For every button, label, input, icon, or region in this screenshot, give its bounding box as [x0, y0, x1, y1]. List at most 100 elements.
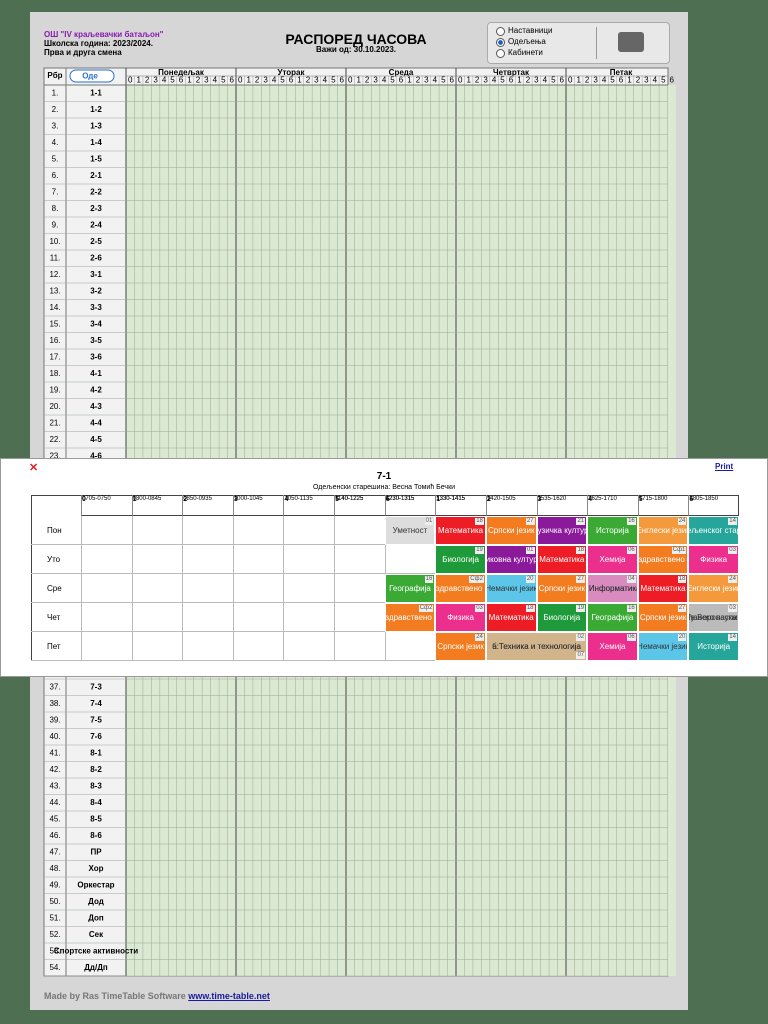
period-label: 1 — [517, 76, 522, 85]
lesson-cell: а:Техника и технологија б:Техника и техно… — [485, 632, 588, 661]
row-number: 10. — [49, 237, 60, 246]
room: 21 — [576, 518, 586, 525]
period-label: 6 — [230, 76, 235, 85]
period-header: 5 1140-1225 1140-1225 — [334, 495, 385, 516]
period-label: 2 — [585, 76, 590, 85]
row-number: 52. — [49, 930, 60, 939]
period-label: 4 — [433, 76, 438, 85]
period-label: 3 — [204, 76, 209, 85]
class-name: 8-3 — [90, 781, 102, 790]
room: 27 — [525, 518, 535, 525]
subject: а:Техника и технологија — [492, 642, 581, 651]
radio-label[interactable]: Одељења — [508, 37, 546, 46]
period-label: 0 — [348, 76, 353, 85]
subject: Хемија — [599, 555, 626, 564]
subject: Час одељенског старешине — [688, 526, 738, 535]
empty-cell — [131, 545, 183, 574]
period-label: 2 — [416, 76, 421, 85]
row-number: 53. — [49, 946, 60, 955]
empty-cell — [283, 545, 335, 574]
class-popup: ✕ Print 7-1 Одељенски старешина: Весна Т… — [0, 458, 768, 677]
class-name: 3-5 — [90, 336, 102, 345]
view-options: Наставници Одељења Кабинети — [487, 22, 670, 64]
row-number: 46. — [49, 831, 60, 840]
lesson-cell: Уметност 01 — [384, 516, 436, 545]
class-name: 2-6 — [90, 253, 102, 262]
period-label: 6 — [450, 76, 455, 85]
period-header: 6 1805-1850 — [688, 495, 739, 516]
subject: Физичко и здравствено васпитање — [385, 613, 435, 622]
lesson-cell: Хемија 06 — [587, 632, 638, 661]
period-time: 1230-1315 — [385, 496, 415, 502]
period-label: 3 — [644, 76, 649, 85]
period-label: 2 — [255, 76, 260, 85]
class-name: 8-2 — [90, 765, 102, 774]
period-label: 2 — [475, 76, 480, 85]
class-name: 4-5 — [90, 435, 102, 444]
school: ОШ "IV краљевачки батаљон" — [44, 30, 164, 39]
row-number: 20. — [49, 402, 60, 411]
row-number: 41. — [49, 748, 60, 757]
period-label: 2 — [145, 76, 150, 85]
room: 01 — [424, 518, 434, 525]
period-label: 6 — [340, 76, 345, 85]
row-number: 2. — [52, 105, 59, 114]
lesson-cell: Физичко и здравствено васпитањеСф1 — [637, 545, 689, 574]
valid-from: Важи од: 30.10.2023. — [315, 45, 397, 54]
day-header: Чет — [31, 603, 81, 632]
class-name: 4-2 — [90, 385, 102, 394]
site-link[interactable]: www.time-table.net — [188, 991, 270, 1001]
period-label: 0 — [568, 76, 573, 85]
radio[interactable] — [496, 38, 505, 47]
period-label: 0 — [458, 76, 463, 85]
class-name: Хор — [88, 864, 103, 873]
subject: Српски језик — [488, 526, 535, 535]
lesson-cell: Музичка култура21 — [536, 516, 588, 545]
class-name: 8-6 — [90, 831, 102, 840]
day-label: Четвртак — [493, 68, 530, 77]
period-time: 0800-0845 — [132, 496, 162, 502]
row-number: 37. — [49, 682, 60, 691]
room: 20 — [677, 634, 687, 641]
class-name: 1-4 — [90, 138, 102, 147]
period-time: 1230-1315 — [385, 496, 415, 502]
period-label: 1 — [576, 76, 581, 85]
room: 19 — [475, 547, 484, 554]
room: 27 — [576, 576, 586, 583]
class-name: 1-1 — [90, 88, 102, 97]
class-dropdown-label[interactable]: Оде — [82, 72, 98, 81]
row-number: 13. — [49, 286, 60, 295]
class-name: 7-6 — [90, 732, 102, 741]
print-link[interactable]: Print — [715, 462, 734, 471]
day-label: Уторак — [277, 68, 305, 77]
subject: б:Техника и технологија — [492, 642, 581, 651]
row-number: 50. — [49, 897, 60, 906]
empty-cell — [232, 603, 284, 632]
row-number: 47. — [49, 847, 60, 856]
day-header: Пет — [31, 632, 81, 661]
printer-icon[interactable] — [618, 32, 644, 52]
class-dropdown[interactable] — [69, 69, 115, 83]
period-label: 3 — [314, 76, 319, 85]
lesson-cell: Час одељенског старешине14 — [688, 516, 739, 545]
room: 27 — [677, 605, 687, 612]
row-number: 3. — [52, 121, 59, 130]
period-header: 4 1625-1710 — [587, 495, 638, 516]
period-label: 2 — [306, 76, 311, 85]
period-label: 5 — [441, 76, 446, 85]
period-time: 1420-1505 — [486, 496, 516, 502]
close-button[interactable]: ✕ — [29, 462, 39, 474]
period-label: 3 — [593, 76, 598, 85]
subject: и1:Информатика и — [588, 584, 638, 593]
period-label: 3 — [534, 76, 539, 85]
lesson-cell: Српски језик 24 — [435, 632, 486, 661]
period-label: 1 — [187, 76, 192, 85]
radio[interactable] — [496, 49, 505, 58]
period-time: 1625-1710 — [588, 496, 617, 502]
radio[interactable] — [496, 27, 505, 36]
empty-cell — [232, 545, 284, 574]
radio-label[interactable]: Наставници — [508, 26, 553, 35]
popup-title: 7-1 — [376, 471, 392, 482]
lesson-cell: Физичко и здравствено васпитањеСф2 — [435, 574, 486, 603]
radio-label[interactable]: Кабинети — [508, 48, 543, 57]
